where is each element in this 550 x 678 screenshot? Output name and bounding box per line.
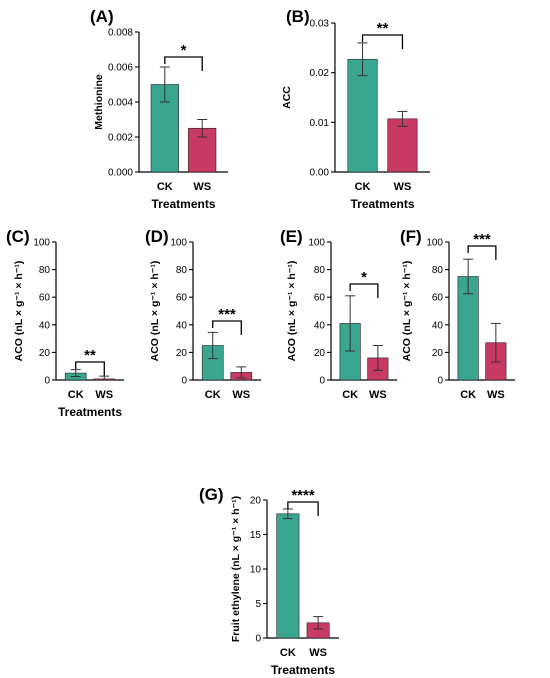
y-tick-label: 80 — [39, 265, 51, 276]
y-tick-label: 0.01 — [310, 118, 330, 129]
y-tick-label: 80 — [176, 265, 188, 276]
y-tick-label: 20 — [314, 348, 326, 359]
panel-label: (G) — [199, 485, 224, 504]
x-tick-label: WS — [95, 389, 113, 401]
x-tick-label: WS — [369, 389, 387, 401]
chart-panel-f: (F) 0 20 40 60 80 100 CK WS *** ACO (nL × g⁻¹ × h⁻… — [400, 227, 515, 401]
y-tick-label: 20 — [432, 348, 444, 359]
y-tick-label: 60 — [39, 293, 51, 304]
x-tick-label: CK — [280, 647, 296, 659]
significance-bracket — [212, 320, 242, 335]
y-tick-label: 80 — [432, 265, 444, 276]
panel-label: (D) — [145, 227, 169, 246]
significance-marker: *** — [473, 231, 491, 248]
y-tick-label: 100 — [170, 238, 187, 249]
x-tick-label: WS — [232, 389, 250, 401]
chart-panel-b: (B) 0.00 0.01 0.02 0.03 CK WS ** Treatments ACC — [281, 7, 430, 211]
significance-marker: * — [361, 269, 367, 286]
x-tick-label: CK — [205, 389, 221, 401]
chart-panel-e: (E) 0 20 40 60 80 100 CK WS * ACO (nL × g⁻¹ × h⁻¹) — [280, 227, 397, 401]
panel-label: (A) — [90, 7, 114, 26]
y-tick-label: 60 — [176, 293, 188, 304]
significance-bracket — [287, 501, 319, 516]
significance-bracket — [361, 34, 404, 49]
y-axis-label: ACO (nL × g⁻¹ × h⁻¹) — [13, 261, 25, 362]
y-tick-label: 100 — [33, 238, 50, 249]
y-tick-label: 0.002 — [108, 133, 133, 144]
y-tick-label: 0 — [44, 376, 50, 387]
significance-bracket — [75, 361, 105, 376]
chart-panel-g: (G) 0 5 10 15 20 CK WS **** Treatments Fruit ethyl… — [199, 485, 339, 677]
y-tick-label: 40 — [176, 320, 188, 331]
bar-ck — [347, 58, 378, 173]
significance-bracket — [349, 283, 379, 298]
x-tick-label: CK — [68, 389, 84, 401]
y-tick-label: 20 — [250, 496, 262, 507]
y-tick-label: 20 — [39, 348, 51, 359]
x-tick-label: CK — [355, 181, 371, 193]
x-axis-title: Treatments — [58, 405, 122, 419]
significance-marker: * — [181, 42, 187, 59]
y-tick-label: 0.03 — [310, 19, 330, 30]
y-tick-label: 0 — [319, 376, 325, 387]
y-tick-label: 0.006 — [108, 63, 133, 74]
panel-label: (F) — [400, 227, 422, 246]
y-tick-label: 0.00 — [310, 168, 330, 179]
x-axis-title: Treatments — [151, 197, 215, 211]
significance-marker: *** — [218, 306, 236, 323]
y-axis-label: ACO (nL × g⁻¹ × h⁻¹) — [401, 261, 413, 362]
y-tick-label: 0.02 — [310, 68, 330, 79]
y-tick-label: 5 — [255, 599, 261, 610]
y-tick-label: 0 — [437, 376, 443, 387]
x-tick-label: WS — [193, 181, 211, 193]
y-tick-label: 10 — [250, 565, 262, 576]
panel-label: (B) — [286, 7, 310, 26]
y-tick-label: 0.008 — [108, 28, 133, 39]
y-tick-label: 40 — [39, 320, 51, 331]
bar-ck — [276, 513, 300, 639]
y-tick-label: 0.000 — [108, 168, 133, 179]
x-axis-title: Treatments — [271, 663, 335, 677]
y-axis-label: Fruit ethylene (nL × g⁻¹ × h⁻¹) — [230, 496, 242, 642]
y-tick-label: 0.004 — [108, 98, 133, 109]
x-tick-label: WS — [394, 181, 412, 193]
chart-panel-c: (C) 0 20 40 60 80 100 CK WS ** Treatments ACO (nL ×… — [6, 227, 124, 419]
y-tick-label: 60 — [432, 293, 444, 304]
y-tick-label: 0 — [255, 634, 261, 645]
x-tick-label: CK — [460, 389, 476, 401]
y-tick-label: 60 — [314, 293, 326, 304]
y-tick-label: 80 — [314, 265, 326, 276]
significance-bracket — [164, 56, 203, 71]
y-tick-label: 40 — [314, 320, 326, 331]
y-tick-label: 0 — [181, 376, 187, 387]
significance-marker: **** — [291, 487, 315, 504]
chart-panel-d: (D) 0 20 40 60 80 100 CK WS *** ACO (nL × g⁻¹ × h⁻… — [145, 227, 261, 401]
x-tick-label: WS — [309, 647, 327, 659]
significance-marker: ** — [84, 347, 96, 364]
y-axis-label: ACO (nL × g⁻¹ × h⁻¹) — [286, 261, 298, 362]
bar-ws — [387, 118, 418, 173]
panel-label: (E) — [280, 227, 303, 246]
x-tick-label: CK — [342, 389, 358, 401]
y-tick-label: 100 — [426, 238, 443, 249]
x-tick-label: WS — [487, 389, 505, 401]
chart-panel-a: (A) 0.000 0.002 0.004 0.006 0.008 CK WS * Treatme… — [90, 7, 228, 211]
significance-bracket — [467, 245, 497, 260]
x-tick-label: CK — [157, 181, 173, 193]
panel-label: (C) — [6, 227, 30, 246]
y-axis-label: Methionine — [93, 74, 105, 130]
y-axis-label: ACO (nL × g⁻¹ × h⁻¹) — [149, 261, 161, 362]
significance-marker: ** — [377, 20, 389, 37]
y-tick-label: 20 — [176, 348, 188, 359]
y-tick-label: 100 — [308, 238, 325, 249]
y-tick-label: 15 — [250, 530, 262, 541]
y-axis-label: ACC — [281, 86, 293, 109]
y-tick-label: 40 — [432, 320, 444, 331]
x-axis-title: Treatments — [350, 197, 414, 211]
